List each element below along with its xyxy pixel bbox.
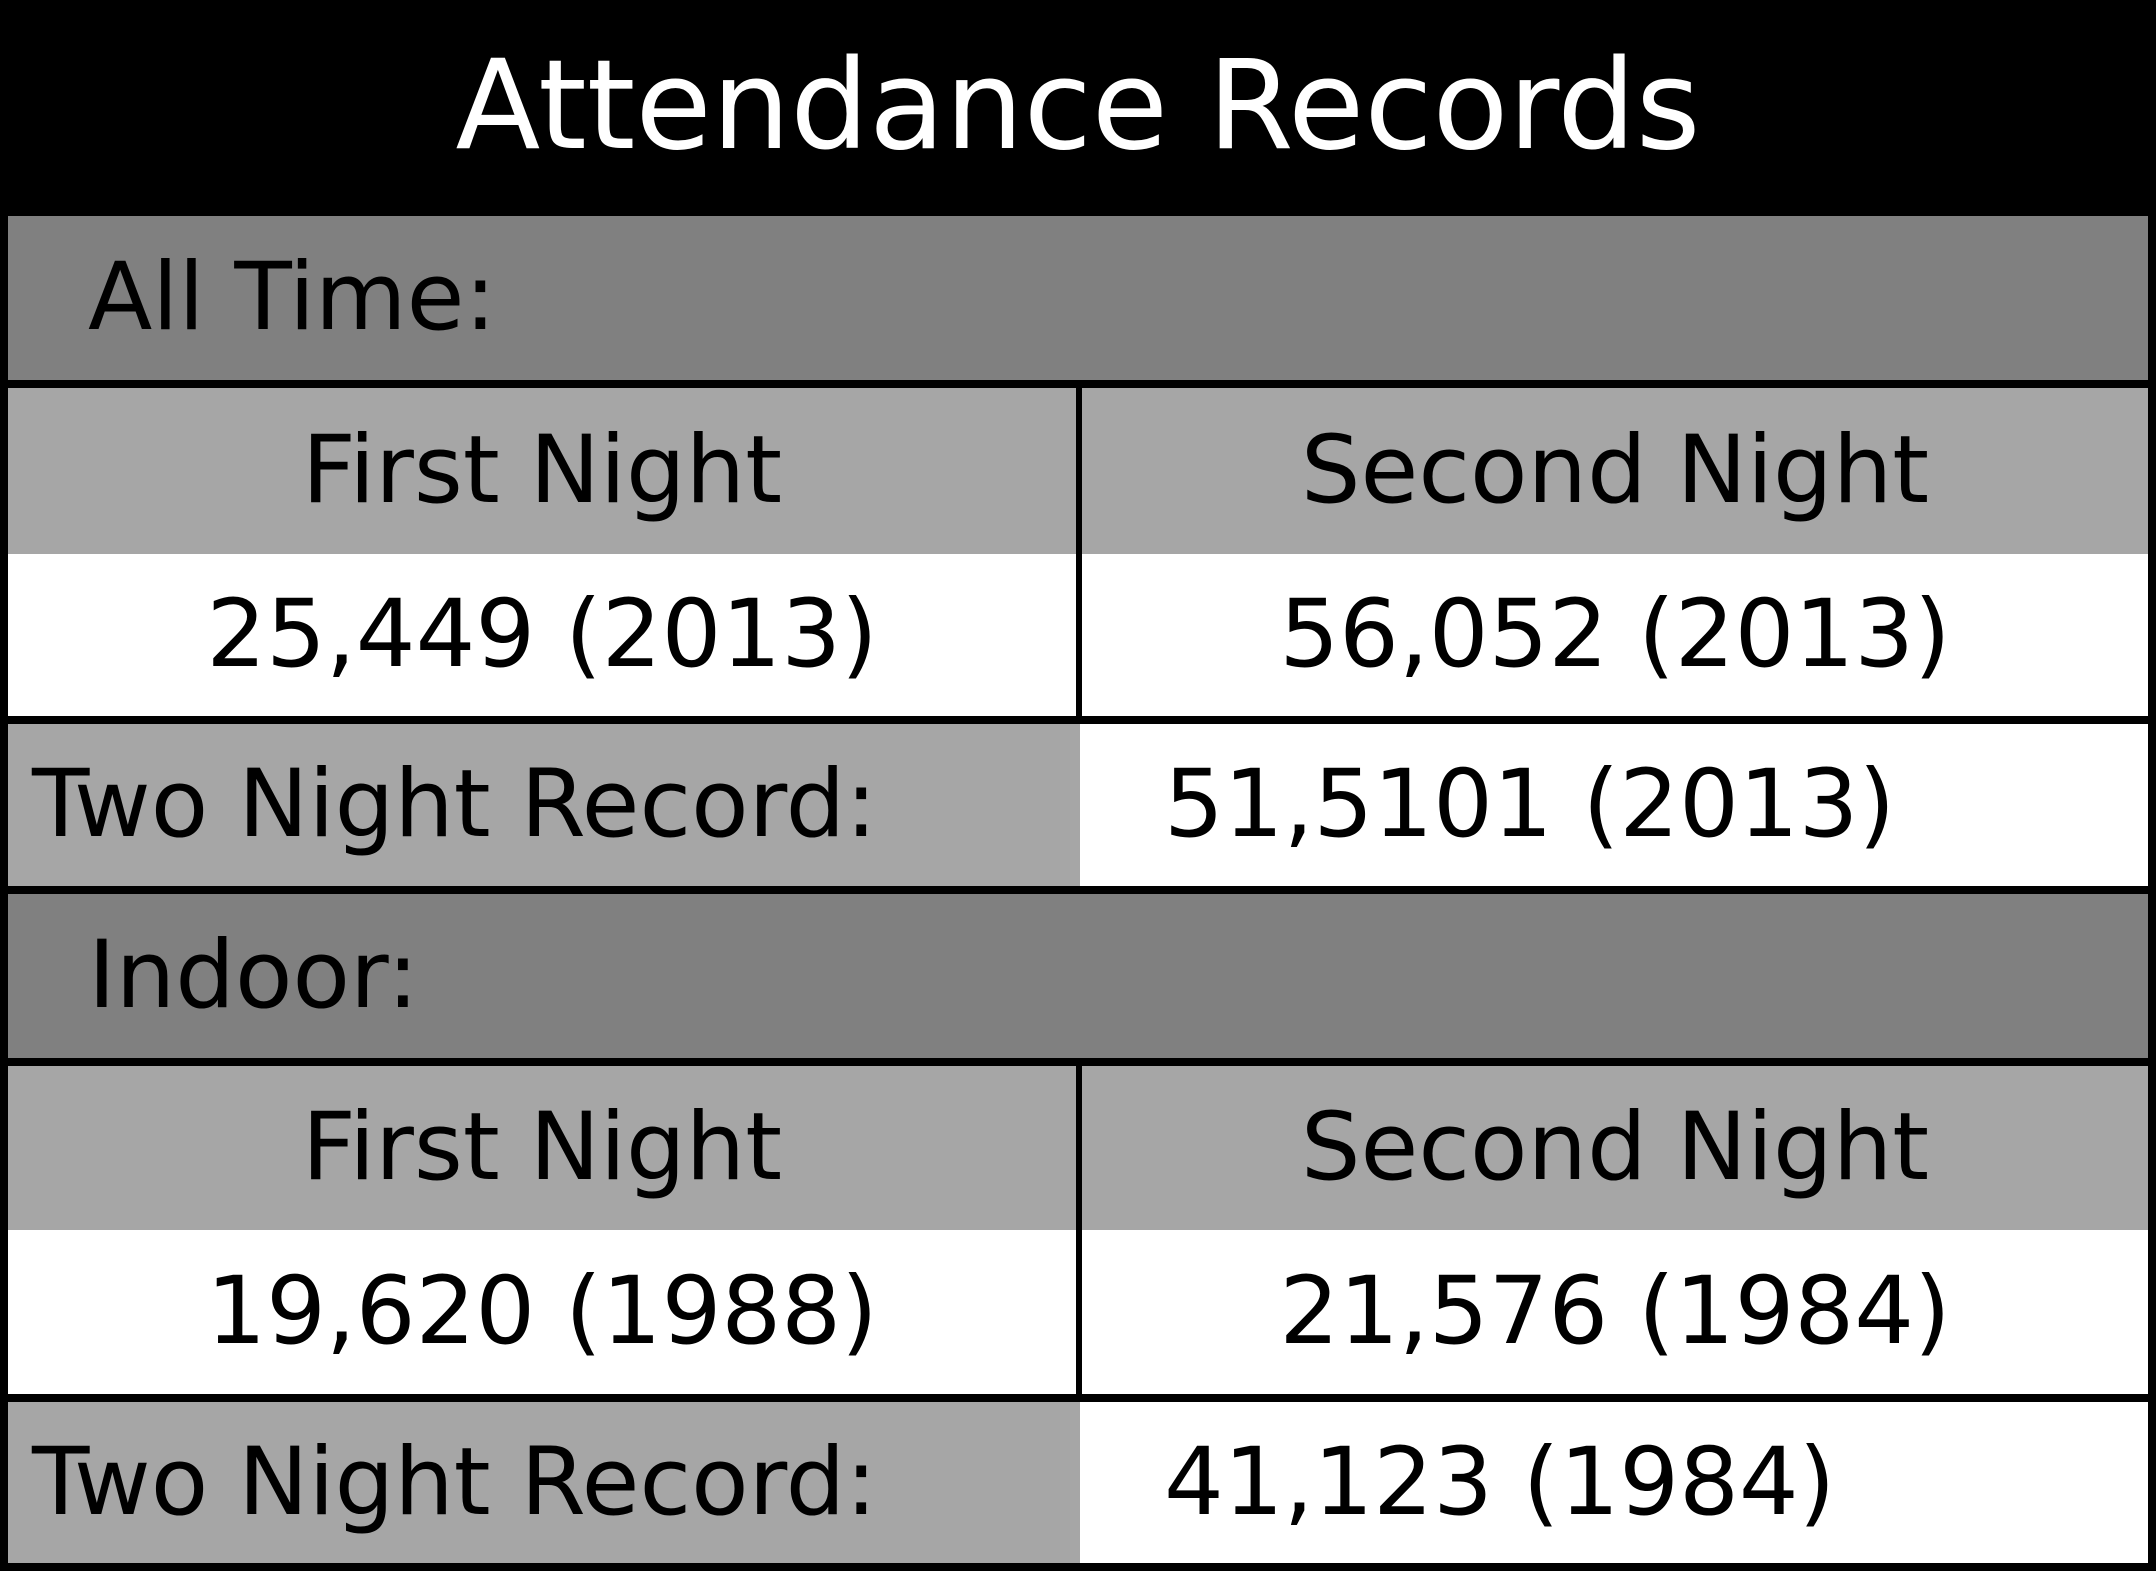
first-night-value: 19,620 (1988) bbox=[8, 1230, 1076, 1394]
second-night-value: 21,576 (1984) bbox=[1082, 1230, 2148, 1394]
column-header-second-night: Second Night bbox=[1082, 388, 2148, 554]
section-header-all-time: All Time: bbox=[8, 216, 2148, 380]
two-night-record-value: 41,123 (1984) bbox=[1080, 1402, 2148, 1563]
two-night-record-value: 51,5101 (2013) bbox=[1080, 724, 2148, 886]
second-night-value: 56,052 (2013) bbox=[1082, 554, 2148, 716]
table-title: Attendance Records bbox=[455, 34, 1701, 178]
two-night-record-label: Two Night Record: bbox=[8, 724, 1080, 886]
section-header-indoor: Indoor: bbox=[8, 894, 2148, 1058]
column-header-second-night: Second Night bbox=[1082, 1066, 2148, 1230]
column-header-first-night: First Night bbox=[8, 1066, 1076, 1230]
column-header-first-night: First Night bbox=[8, 388, 1076, 554]
first-night-value: 25,449 (2013) bbox=[8, 554, 1076, 716]
two-night-record-label: Two Night Record: bbox=[8, 1402, 1080, 1563]
